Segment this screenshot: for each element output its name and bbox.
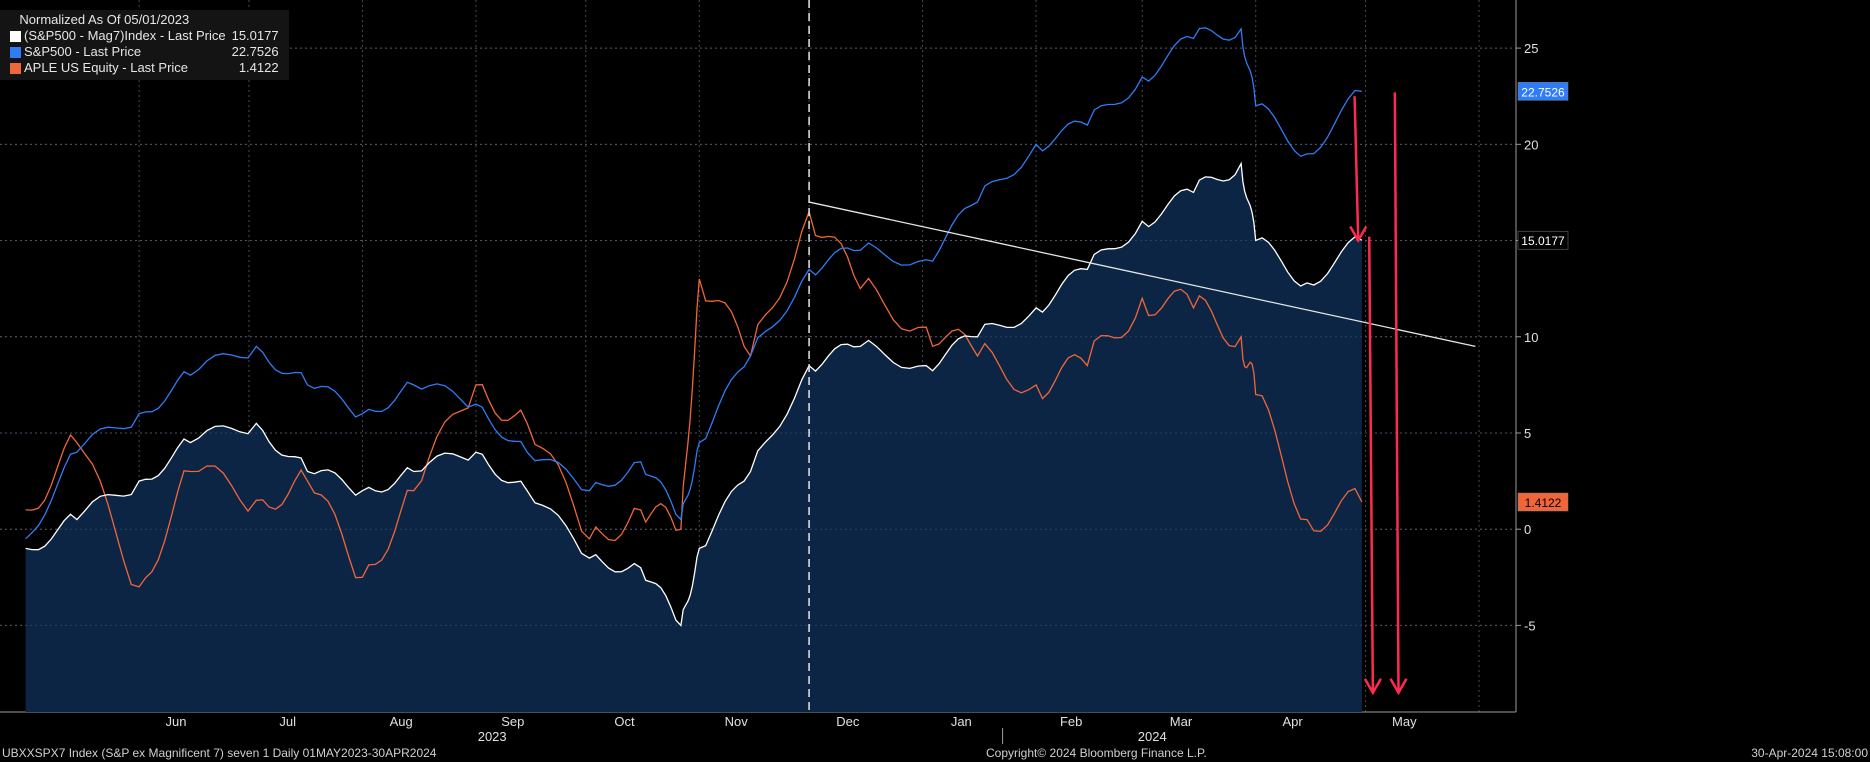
trendline (808, 201, 1476, 348)
x-month-label: May (1392, 714, 1417, 729)
last-value-tag-label: 22.7526 (1521, 85, 1565, 99)
x-month-label: Apr (1283, 714, 1304, 729)
x-month-label: Aug (390, 714, 413, 729)
x-month-label: Oct (614, 714, 635, 729)
last-value-tag (1517, 82, 1569, 101)
last-value-tag (1517, 230, 1569, 250)
x-month-label: Jun (166, 714, 187, 729)
annotation-arrowhead (1389, 678, 1408, 696)
legend-swatch (10, 62, 21, 74)
x-year-label: 2023 (478, 729, 507, 744)
y-tick-label: 5 (1524, 426, 1531, 441)
legend-swatch (10, 30, 21, 42)
legend-title: Normalized As Of 05/01/2023 (19, 12, 190, 27)
footer-copyright: Copyright© 2024 Bloomberg Finance L.P. (986, 746, 1207, 760)
y-tick-label: 0 (1524, 522, 1531, 537)
annotation-arrowhead (1349, 225, 1368, 244)
footer-bar: UBXXSPX7 Index (S&P ex Magnificent 7) se… (0, 744, 1870, 762)
series-line-aple (25, 209, 1363, 588)
legend-series-name: S&P500 - Last Price (24, 44, 142, 59)
footer-security-info: UBXXSPX7 Index (S&P ex Magnificent 7) se… (2, 746, 437, 760)
annotation-arrow-shaft (1393, 92, 1400, 693)
y-tick-label: 20 (1524, 137, 1538, 152)
y-tick-label: -5 (1524, 618, 1536, 633)
x-year-label: 2024 (1138, 729, 1167, 744)
chart-area: -50510152025JunJulAugSepOctNovDecJanFebM… (0, 0, 1569, 744)
legend-series-value: 1.4122 (238, 60, 279, 75)
x-month-label: Sep (501, 714, 524, 729)
legend-series-value: 22.7526 (231, 44, 279, 59)
x-month-label: Nov (725, 714, 749, 729)
last-value-tag (1517, 492, 1569, 512)
legend-series-name: APLE US Equity - Last Price (24, 60, 189, 75)
last-value-tag-label: 15.0177 (1521, 234, 1565, 248)
legend-series-value: 15.0177 (231, 28, 279, 43)
legend-entry: APLE US Equity - Last Price 1.4122 (10, 60, 279, 76)
area-fill-sp500-ex-mag7 (25, 163, 1362, 713)
y-tick-label: 10 (1524, 330, 1538, 345)
x-month-label: Dec (836, 714, 860, 729)
legend-entry: (S&P500 - Mag7)Index - Last Price 15.017… (10, 28, 279, 44)
legend-series-name: (S&P500 - Mag7)Index - Last Price (24, 28, 226, 43)
annotation-arrow-shaft (1353, 96, 1360, 241)
series-line-sp500-ex-mag7 (25, 161, 1363, 627)
last-value-tag-label: 1.4122 (1525, 496, 1562, 510)
footer-timestamp: 30-Apr-2024 15:08:00 (1751, 746, 1868, 760)
annotation-arrowhead (1363, 678, 1382, 696)
annotation-arrow-shaft (1367, 236, 1375, 693)
x-month-label: Mar (1170, 714, 1193, 729)
legend-entry: S&P500 - Last Price 22.7526 (10, 44, 279, 60)
legend-swatch (10, 46, 21, 58)
legend: Normalized As Of 05/01/2023 (S&P500 - Ma… (0, 10, 289, 80)
x-month-label: Jul (279, 714, 296, 729)
x-month-label: Feb (1060, 714, 1082, 729)
x-month-label: Jan (951, 714, 972, 729)
series-line-sp500 (25, 27, 1362, 540)
y-tick-label: 25 (1524, 41, 1538, 56)
